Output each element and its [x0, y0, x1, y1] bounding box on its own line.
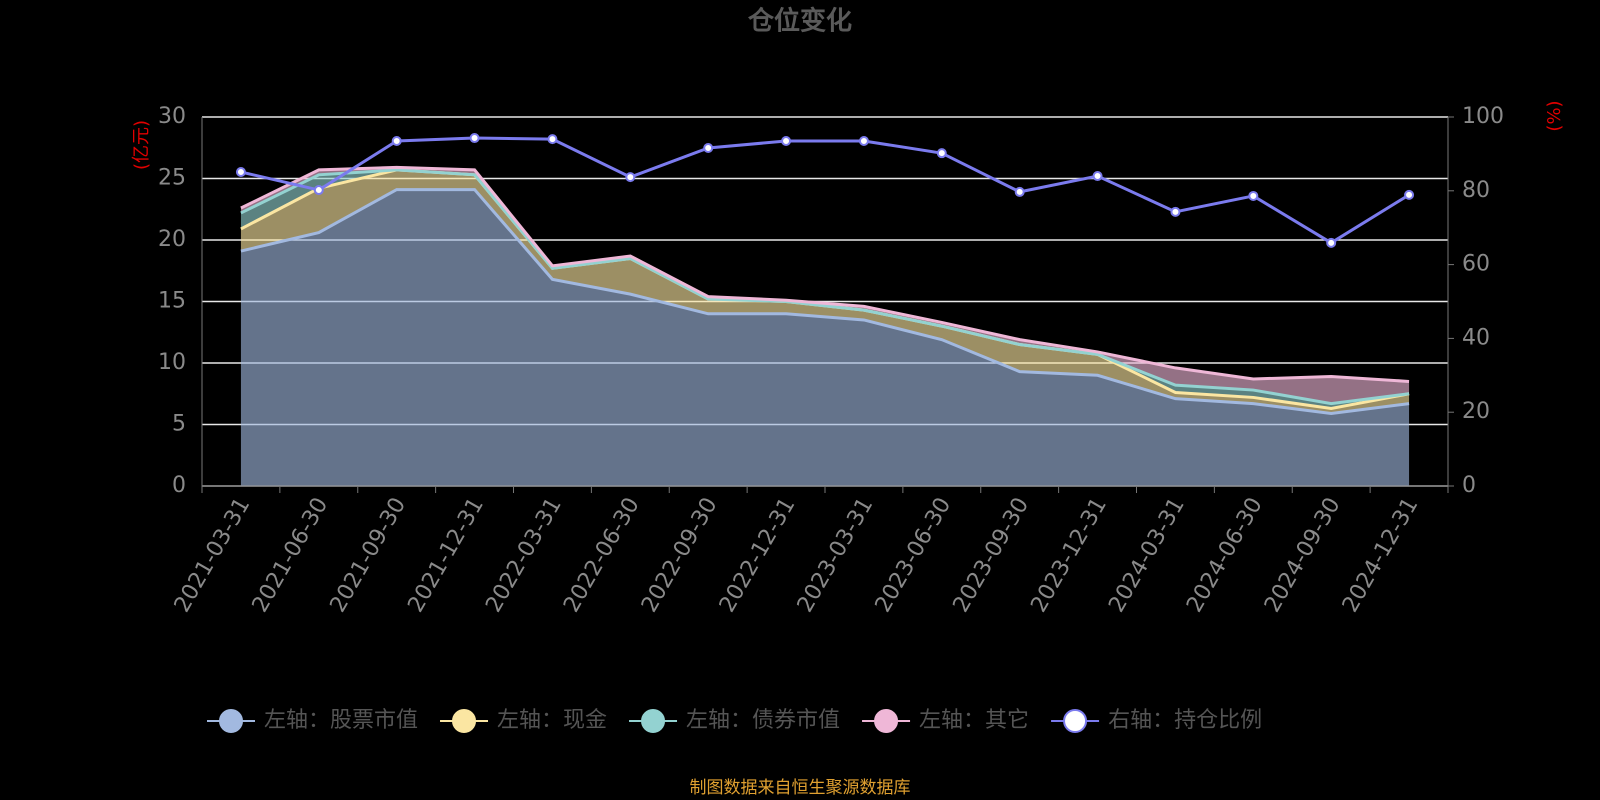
x-tick-label: 2024-09-30 [1260, 494, 1346, 617]
ratio-point [625, 172, 636, 183]
area-line [240, 165, 1410, 383]
x-tick-label: 2022-06-30 [559, 494, 645, 617]
legend-marker [1063, 709, 1088, 733]
ratio-point [469, 133, 480, 144]
area-band [240, 169, 1410, 414]
ratio-point [1014, 186, 1025, 197]
legend-marker [641, 709, 666, 733]
ratio-point [1170, 206, 1181, 217]
x-tick-label: 2021-09-30 [325, 494, 411, 617]
area-band [240, 167, 1410, 404]
source-note: 制图数据来自恒生聚源数据库 [690, 778, 911, 798]
x-tick-label: 2021-06-30 [248, 494, 334, 617]
y-tick-label: 25 [158, 166, 186, 191]
area-line [240, 168, 1410, 406]
y-tick-label: 30 [158, 104, 186, 129]
ratio-point [1092, 171, 1103, 182]
legend-item: 左轴：现金 [440, 708, 607, 733]
legend-item: 右轴：持仓比例 [1051, 708, 1262, 733]
ratio-point [235, 166, 246, 177]
x-tick-label: 2022-09-30 [637, 494, 723, 617]
ratio-point [1248, 190, 1259, 201]
legend-item: 左轴：债券市值 [629, 708, 840, 733]
areas [240, 165, 1410, 486]
y2-tick-label: 100 [1462, 104, 1504, 129]
x-tick-label: 2024-06-30 [1182, 494, 1268, 617]
legend-label: 左轴：债券市值 [686, 708, 840, 733]
legend-marker [219, 709, 243, 733]
x-tick-label: 2024-03-31 [1104, 494, 1190, 617]
y2-tick-label: 0 [1462, 473, 1476, 498]
ratio-point [547, 134, 558, 145]
legend-marker [452, 709, 477, 733]
y2-tick-label: 40 [1462, 325, 1490, 350]
area-line [240, 188, 1410, 415]
ratio-point [936, 148, 947, 159]
chart-title: 仓位变化 [747, 6, 852, 37]
y2-tick-label: 80 [1462, 178, 1490, 203]
x-tick-label: 2021-03-31 [170, 494, 256, 617]
ratio-point [1404, 189, 1415, 200]
legend-label: 右轴：持仓比例 [1108, 708, 1262, 733]
x-tick-label: 2022-03-31 [481, 494, 567, 617]
ratio-point [313, 185, 324, 196]
y2-tick-label: 60 [1462, 252, 1490, 277]
y-tick-label: 10 [158, 350, 186, 375]
y2-tick-label: 20 [1462, 399, 1490, 424]
area-band [240, 189, 1410, 486]
ratio-point [391, 135, 402, 146]
legend-item: 左轴：股票市值 [207, 708, 418, 733]
legend-item: 左轴：其它 [862, 708, 1029, 733]
y-axis-label: (亿元) [131, 120, 152, 170]
y-tick-label: 20 [158, 227, 186, 252]
ratio-point [781, 135, 792, 146]
x-tick-label: 2023-03-31 [793, 494, 879, 617]
y2-axis-label: (%) [1544, 100, 1565, 131]
ratio-point [1326, 237, 1337, 248]
ratio-point [858, 135, 869, 146]
legend-label: 左轴：现金 [497, 708, 607, 733]
ratio-point [703, 142, 714, 153]
x-tick-label: 2023-06-30 [871, 494, 957, 617]
x-tick-label: 2022-12-31 [715, 494, 801, 617]
x-tick-label: 2023-09-30 [948, 494, 1034, 617]
y-tick-label: 15 [158, 289, 186, 314]
x-tick-label: 2021-12-31 [403, 494, 489, 617]
legend-marker [874, 709, 899, 733]
y-tick-label: 0 [172, 473, 186, 498]
legend-label: 左轴：股票市值 [264, 708, 418, 733]
legend-label: 左轴：其它 [919, 708, 1029, 733]
x-tick-label: 2024-12-31 [1338, 494, 1424, 617]
ratio-line [240, 136, 1410, 245]
x-tick-label: 2023-12-31 [1026, 494, 1112, 617]
y-tick-label: 5 [172, 412, 186, 437]
